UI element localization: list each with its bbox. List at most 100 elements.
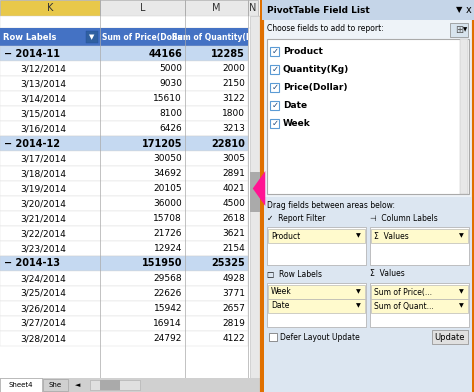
Text: ▼: ▼: [459, 234, 464, 238]
Text: − 2014-13: − 2014-13: [4, 258, 60, 269]
Text: ✓: ✓: [272, 47, 279, 56]
Text: 4021: 4021: [222, 184, 245, 193]
Text: 3/23/2014: 3/23/2014: [20, 244, 66, 253]
Text: 44166: 44166: [148, 49, 182, 58]
Bar: [0, 16, 262, 28]
Bar: [269, 333, 277, 341]
Text: Price(Dollar): Price(Dollar): [283, 82, 347, 91]
Text: 9030: 9030: [159, 79, 182, 88]
Bar: [0, 271, 248, 286]
Bar: [0, 46, 248, 61]
Text: 15708: 15708: [153, 214, 182, 223]
Bar: [270, 83, 279, 92]
Text: 12285: 12285: [211, 49, 245, 58]
Text: 3/27/2014: 3/27/2014: [20, 319, 66, 328]
Text: − 2014-12: − 2014-12: [4, 138, 60, 149]
Text: 4928: 4928: [222, 274, 245, 283]
Text: Sum of Price(...: Sum of Price(...: [374, 287, 432, 296]
Text: 2154: 2154: [222, 244, 245, 253]
Bar: [0, 378, 42, 392]
Text: 12924: 12924: [154, 244, 182, 253]
Text: 36000: 36000: [153, 199, 182, 208]
Text: Update: Update: [435, 332, 465, 341]
Text: ✓: ✓: [272, 118, 279, 127]
Bar: [43, 379, 68, 391]
Bar: [0, 241, 248, 256]
Bar: [0, 136, 248, 151]
Text: ▼: ▼: [459, 290, 464, 294]
Text: 3/12/2014: 3/12/2014: [20, 64, 66, 73]
Text: Σ  Values: Σ Values: [370, 270, 405, 278]
Text: ✓: ✓: [272, 82, 279, 91]
Text: 25325: 25325: [211, 258, 245, 269]
Text: 3/13/2014: 3/13/2014: [20, 79, 66, 88]
Text: □  Row Labels: □ Row Labels: [267, 270, 322, 278]
Bar: [0, 181, 248, 196]
Text: Date: Date: [283, 100, 307, 109]
Bar: [371, 285, 468, 299]
Bar: [0, 316, 248, 331]
Bar: [250, 172, 260, 212]
Text: 3/17/2014: 3/17/2014: [20, 154, 66, 163]
Text: 29568: 29568: [154, 274, 182, 283]
Text: 15610: 15610: [153, 94, 182, 103]
Text: ◄: ◄: [75, 382, 81, 388]
Text: 34692: 34692: [154, 169, 182, 178]
Bar: [86, 31, 98, 43]
Text: − 2014-11: − 2014-11: [4, 49, 60, 58]
Bar: [0, 76, 248, 91]
Text: 3/24/2014: 3/24/2014: [20, 274, 66, 283]
Bar: [0, 331, 248, 346]
Text: 22626: 22626: [154, 289, 182, 298]
Text: Quantity(Kg): Quantity(Kg): [283, 65, 349, 74]
Text: 3621: 3621: [222, 229, 245, 238]
Text: 3/22/2014: 3/22/2014: [20, 229, 66, 238]
Text: 3005: 3005: [222, 154, 245, 163]
Text: K: K: [47, 3, 53, 13]
Text: 2657: 2657: [222, 304, 245, 313]
Bar: [270, 101, 279, 110]
Bar: [371, 299, 468, 313]
Bar: [268, 299, 365, 313]
Bar: [371, 229, 468, 243]
Text: ▼: ▼: [463, 27, 467, 33]
Bar: [0, 226, 248, 241]
Text: Date: Date: [271, 301, 289, 310]
Text: 1800: 1800: [222, 109, 245, 118]
Text: 8100: 8100: [159, 109, 182, 118]
Text: 4500: 4500: [222, 199, 245, 208]
Bar: [267, 227, 366, 265]
Bar: [432, 330, 468, 344]
Bar: [0, 28, 248, 46]
Text: ⊞: ⊞: [455, 25, 463, 35]
Bar: [267, 283, 366, 327]
Text: 3/19/2014: 3/19/2014: [20, 184, 66, 193]
Text: 3213: 3213: [222, 124, 245, 133]
Text: N: N: [249, 3, 257, 13]
Text: 3/25/2014: 3/25/2014: [20, 289, 66, 298]
Bar: [268, 285, 365, 299]
Text: 3771: 3771: [222, 289, 245, 298]
Text: Σ  Values: Σ Values: [374, 232, 409, 241]
Text: 15942: 15942: [154, 304, 182, 313]
Text: 30050: 30050: [153, 154, 182, 163]
Text: ▼: ▼: [456, 5, 463, 15]
Text: Sum of Price(Dolla: Sum of Price(Dolla: [102, 33, 183, 42]
Bar: [450, 23, 468, 37]
Bar: [270, 119, 279, 128]
Bar: [0, 286, 248, 301]
Bar: [370, 283, 469, 327]
Text: 3/26/2014: 3/26/2014: [20, 304, 66, 313]
Text: 21726: 21726: [154, 229, 182, 238]
Bar: [262, 0, 474, 392]
Bar: [0, 106, 248, 121]
Text: Drag fields between areas below:: Drag fields between areas below:: [267, 200, 395, 209]
Bar: [0, 211, 248, 226]
Bar: [248, 0, 258, 16]
Text: 6426: 6426: [159, 124, 182, 133]
Text: ✓  Report Filter: ✓ Report Filter: [267, 214, 325, 223]
Text: 24792: 24792: [154, 334, 182, 343]
Bar: [0, 196, 248, 211]
Text: ▼: ▼: [356, 290, 361, 294]
Bar: [0, 256, 248, 271]
